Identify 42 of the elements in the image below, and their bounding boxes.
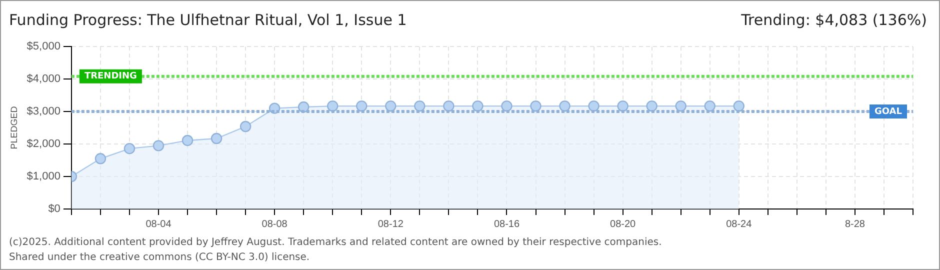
x-tick-label: 08-12 (378, 218, 404, 230)
point (356, 100, 368, 112)
y-tick-label: $3,000 (26, 106, 60, 118)
x-tick-label: 08-20 (610, 218, 636, 230)
point (124, 142, 136, 154)
x-tick-label: 08-16 (494, 218, 520, 230)
x-tick-label: 08-04 (146, 218, 172, 230)
point (646, 100, 658, 112)
y-tick-label: $4,000 (26, 73, 60, 86)
ref-line-label: TRENDING (84, 72, 137, 82)
chart-title: Funding Progress: The Ulfhetnar Ritual, Vol 1, Issue 1 (9, 11, 407, 29)
point (182, 134, 194, 146)
point (733, 100, 744, 112)
y-tick-label: $2,000 (26, 138, 60, 150)
point (414, 100, 426, 112)
point (675, 100, 686, 112)
point (210, 132, 222, 144)
y-tick-label: $5,000 (26, 40, 60, 53)
point (240, 120, 252, 132)
text: Trending: $4,083 (136%) (741, 11, 927, 29)
point (298, 101, 310, 113)
x-tick-label: 08-08 (262, 218, 288, 230)
point (152, 140, 164, 152)
x-tick-label: 08-24 (726, 218, 752, 230)
text: (c)2025. Additional content provided by Jeffrey August. Trademarks and related content are owned by their respective companies. (9, 237, 662, 248)
x-tick-label: 8-28 (844, 218, 866, 230)
point (530, 100, 542, 112)
y-tick-label: $1,000 (26, 170, 60, 183)
y-tick-label: $0 (48, 203, 60, 216)
point (501, 100, 512, 112)
ref-line-label: GOAL (874, 106, 902, 117)
point (94, 153, 106, 164)
point (472, 100, 484, 112)
point (327, 100, 338, 112)
point (588, 100, 600, 112)
point (443, 100, 454, 112)
point (559, 100, 570, 112)
point (385, 100, 396, 112)
text: Shared under the creative commons (CC BY-NC 3.0) license. (9, 252, 310, 263)
point (617, 100, 628, 112)
y-axis-title: PLEDGED (8, 106, 19, 150)
point (704, 100, 716, 112)
